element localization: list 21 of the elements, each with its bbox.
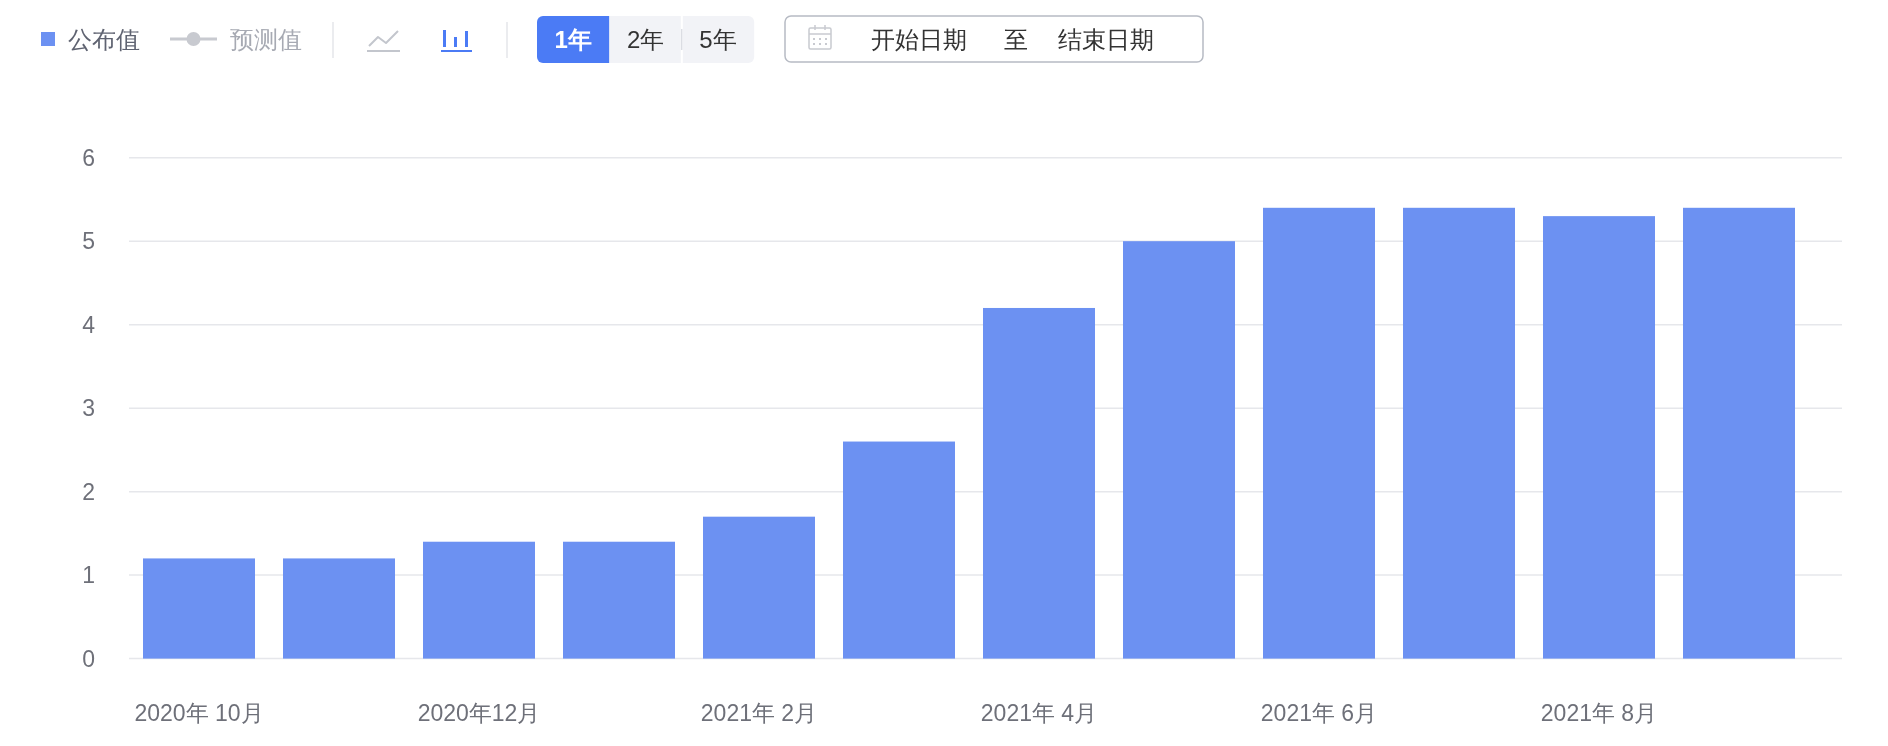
y-tick-label: 5 — [82, 228, 95, 255]
x-tick-label: 2021年 4月 — [980, 700, 1098, 726]
x-tick-label: 2021年 8月 — [1540, 700, 1658, 726]
input-label: 至 — [1003, 25, 1028, 53]
y-tick-label: 1 — [82, 562, 95, 589]
x-tick-label: 2020年 10月 — [134, 700, 264, 726]
y-tick-label: 3 — [82, 395, 95, 422]
button-label: 1年 — [554, 26, 592, 53]
legend-label: 公布值 — [68, 25, 140, 53]
input-label: 开始日期 — [871, 25, 967, 53]
input-label: 结束日期 — [1058, 25, 1154, 53]
x-tick-label: 2021年 2月 — [700, 700, 818, 726]
y-tick-label: 0 — [82, 645, 95, 672]
button-label: 2年 — [626, 26, 665, 53]
legend-label: 预测值 — [230, 25, 302, 53]
y-tick-label: 4 — [82, 311, 95, 338]
y-tick-label: 2 — [82, 478, 95, 505]
x-tick-label: 2020年12月 — [417, 700, 541, 726]
x-tick-label: 2021年 6月 — [1260, 700, 1378, 726]
y-tick-label: 6 — [82, 144, 95, 171]
button-label: 5年 — [699, 26, 737, 53]
